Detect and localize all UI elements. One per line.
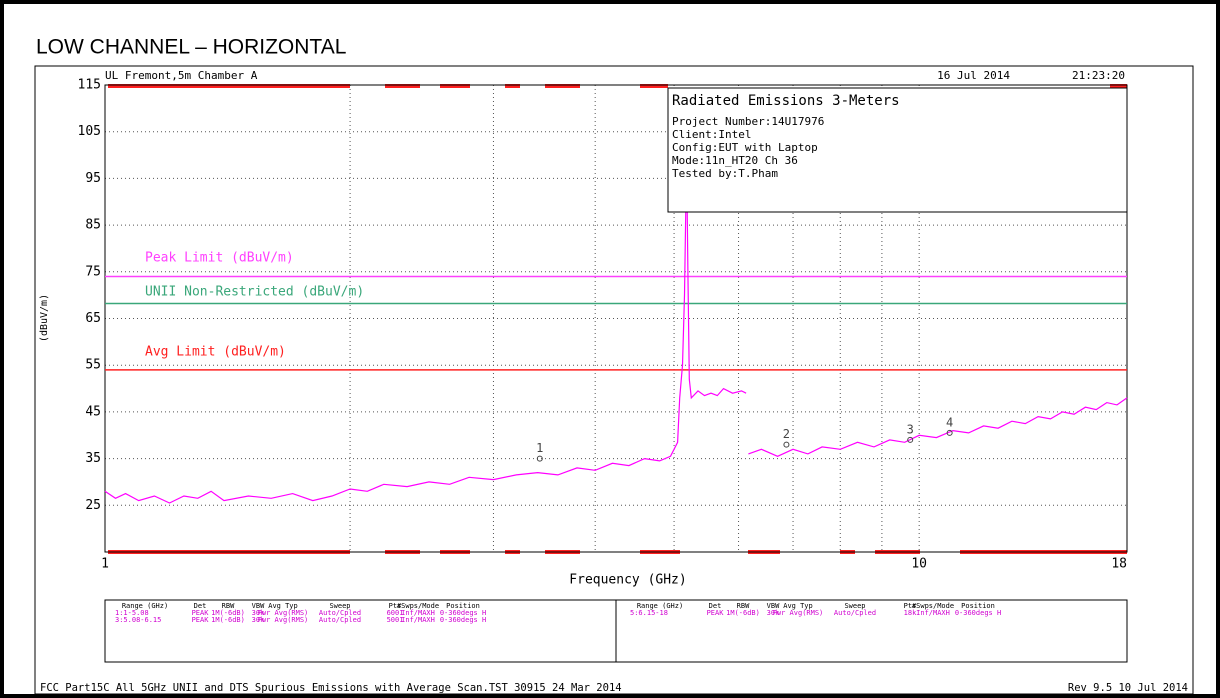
- page-title: LOW CHANNEL – HORIZONTAL: [36, 36, 346, 59]
- info-box: [667, 87, 1128, 213]
- x-tick-label: 10: [911, 557, 927, 572]
- y-tick-label: 105: [78, 124, 101, 139]
- marker-label: 4: [946, 415, 953, 429]
- table-cell: 5:6.15-18: [630, 609, 668, 617]
- table-header: Position: [446, 602, 480, 610]
- marker: [946, 429, 953, 436]
- table-cell: Pwr Avg(RMS): [258, 609, 309, 617]
- table-header: Pts: [904, 602, 917, 610]
- table-cell: Auto/Cpled: [319, 616, 361, 624]
- x-tick-label: 18: [1111, 557, 1127, 572]
- info-line: Client:Intel: [672, 128, 751, 141]
- table-cell: 1:1-5.08: [115, 609, 149, 617]
- marker-label: 2: [783, 427, 790, 441]
- y-tick-label: 75: [85, 264, 101, 279]
- table-cell: 1M(-6dB): [211, 616, 245, 624]
- limit-label: Avg Limit (dBuV/m): [145, 345, 286, 360]
- y-tick-label: 25: [85, 498, 101, 513]
- table-cell: 0-360degs H: [440, 609, 486, 617]
- table-cell: PEAK: [707, 609, 725, 617]
- trace: [104, 155, 1128, 504]
- table-header: #Swps/Mode: [397, 602, 439, 610]
- table-cell: Pwr Avg(RMS): [773, 609, 824, 617]
- table-cell: 6001: [387, 609, 404, 617]
- table-cell: 30k: [252, 616, 265, 624]
- marker: [536, 455, 543, 462]
- table-cell: Inf/MAXH: [401, 616, 435, 624]
- table-cell: 0-360degs H: [440, 616, 486, 624]
- table-cell: PEAK: [192, 616, 210, 624]
- y-tick-label: 115: [78, 78, 101, 93]
- table-cell: 30k: [767, 609, 780, 617]
- info-line: Project Number:14U17976: [672, 115, 824, 128]
- footer-left: FCC Part15C All 5GHz UNII and DTS Spurio…: [40, 682, 622, 694]
- plot-border: [104, 84, 1128, 553]
- table-cell: Inf/MAXH: [401, 609, 435, 617]
- table-header: #Swps/Mode: [912, 602, 954, 610]
- table-header: Avg Typ: [783, 602, 813, 610]
- footer-right: Rev 9.5 10 Jul 2014: [1068, 682, 1188, 694]
- y-tick-label: 55: [85, 358, 101, 373]
- table-header: RBW: [737, 602, 750, 610]
- marker: [783, 441, 790, 448]
- table-header: Sweep: [329, 602, 350, 610]
- table-cell: PEAK: [192, 609, 210, 617]
- y-tick-label: 95: [85, 171, 101, 186]
- table-header: Avg Typ: [268, 602, 298, 610]
- limit-label: Peak Limit (dBuV/m): [145, 251, 294, 266]
- y-tick-label: 85: [85, 218, 101, 233]
- y-axis-label: (dBuV/m): [39, 294, 50, 342]
- table-header: Det: [709, 602, 722, 610]
- time: 21:23:20: [1072, 69, 1125, 82]
- table-cell: 18k: [904, 609, 917, 617]
- date: 16 Jul 2014: [937, 69, 1010, 82]
- info-line: Tested by:T.Pham: [672, 167, 778, 180]
- table-header: Range (GHz): [122, 602, 168, 610]
- table-cell: 1M(-6dB): [211, 609, 245, 617]
- y-tick-label: 35: [85, 451, 101, 466]
- table-header: VBW: [767, 602, 780, 610]
- info-line: Mode:11n_HT20 Ch 36: [672, 154, 798, 167]
- x-axis-label: Frequency (GHz): [569, 573, 686, 588]
- table-cell: 3:5.08-6.15: [115, 616, 161, 624]
- table-cell: 1M(-6dB): [726, 609, 760, 617]
- limit-label: UNII Non-Restricted (dBuV/m): [145, 285, 364, 300]
- table-cell: Pwr Avg(RMS): [258, 616, 309, 624]
- table-cell: Inf/MAXH: [916, 609, 950, 617]
- table-header: Det: [194, 602, 207, 610]
- table-header: Position: [961, 602, 995, 610]
- marker-label: 1: [536, 441, 543, 455]
- table-header: RBW: [222, 602, 235, 610]
- table-cell: Auto/Cpled: [319, 609, 361, 617]
- y-tick-label: 45: [85, 404, 101, 419]
- info-heading: Radiated Emissions 3-Meters: [672, 93, 900, 109]
- table-header: Pts: [389, 602, 402, 610]
- table-header: VBW: [252, 602, 265, 610]
- table-cell: 0-360degs H: [955, 609, 1001, 617]
- table-header: Sweep: [844, 602, 865, 610]
- table-cell: Auto/Cpled: [834, 609, 876, 617]
- info-line: Config:EUT with Laptop: [672, 141, 818, 154]
- table-cell: 30k: [252, 609, 265, 617]
- frame: [34, 65, 1194, 695]
- site: UL Fremont,5m Chamber A: [105, 69, 258, 82]
- table-cell: 5001: [387, 616, 404, 624]
- marker-label: 3: [907, 422, 914, 436]
- y-tick-label: 65: [85, 311, 101, 326]
- marker: [907, 436, 914, 443]
- x-tick-label: 1: [101, 557, 109, 572]
- table-header: Range (GHz): [637, 602, 683, 610]
